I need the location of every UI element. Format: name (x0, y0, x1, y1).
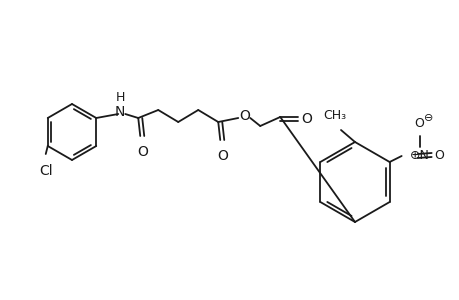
Text: O: O (216, 149, 227, 163)
Text: O: O (434, 148, 443, 161)
Text: O: O (414, 117, 424, 130)
Text: CH₃: CH₃ (323, 109, 346, 122)
Text: O: O (238, 109, 249, 123)
Text: O: O (136, 145, 147, 159)
Text: ⊖: ⊖ (423, 113, 432, 123)
Text: ⊕N: ⊕N (409, 148, 429, 161)
Text: Cl: Cl (39, 164, 52, 178)
Text: O: O (300, 112, 311, 126)
Text: N: N (115, 105, 125, 119)
Text: H: H (115, 91, 125, 104)
